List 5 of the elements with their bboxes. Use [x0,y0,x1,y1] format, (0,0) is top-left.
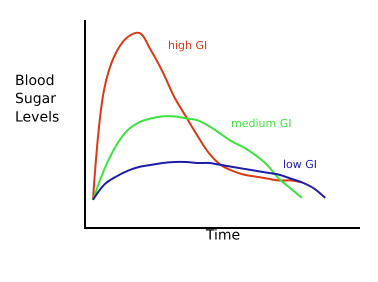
y-axis-title: Blood Sugar Levels [15,73,60,126]
series-label: high GI [168,39,208,52]
series-label: medium GI [231,117,292,130]
series-label: low GI [283,158,318,171]
x-axis-title: Time [204,228,240,244]
